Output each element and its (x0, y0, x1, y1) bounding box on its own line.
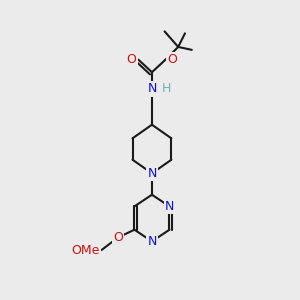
Text: N: N (165, 200, 174, 213)
Text: O: O (127, 53, 136, 66)
Text: N: N (147, 82, 157, 95)
Text: H: H (162, 82, 171, 95)
Text: O: O (113, 231, 123, 244)
Text: O: O (167, 53, 177, 66)
Text: OMe: OMe (71, 244, 99, 256)
Text: N: N (147, 167, 157, 180)
Text: N: N (147, 235, 157, 248)
